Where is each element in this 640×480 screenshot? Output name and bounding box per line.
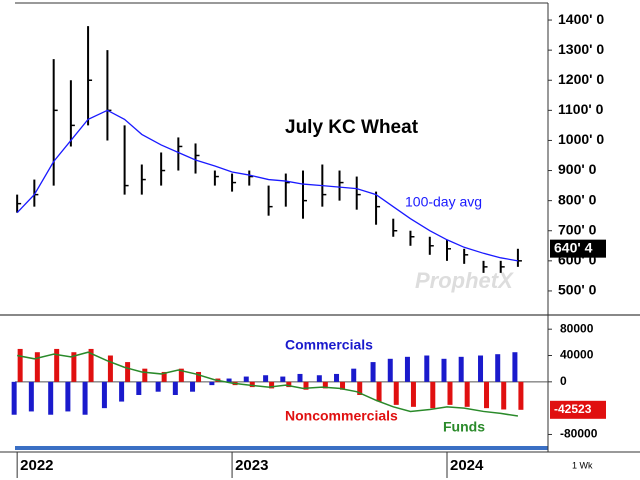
position-bar	[286, 381, 292, 388]
position-bar	[430, 381, 436, 409]
position-bar	[155, 381, 161, 392]
position-bar	[196, 371, 202, 382]
position-bar	[376, 381, 382, 402]
period-label: 1 Wk	[572, 460, 593, 470]
funds-line	[17, 351, 519, 417]
position-bar	[410, 381, 416, 407]
position-bar	[424, 355, 430, 382]
position-bar	[48, 381, 54, 415]
position-bar	[82, 381, 88, 415]
position-bar	[334, 373, 340, 382]
position-bar	[447, 381, 453, 405]
position-bar	[484, 381, 490, 409]
position-bar	[495, 354, 501, 382]
position-bar	[441, 358, 447, 382]
position-bar	[280, 376, 286, 382]
position-bar	[501, 381, 507, 410]
y-tick-label: 1400' 0	[558, 11, 604, 27]
position-bar	[387, 358, 393, 382]
position-bar	[88, 348, 94, 382]
position-bar	[119, 381, 125, 402]
position-bar	[322, 381, 328, 389]
position-bar	[190, 381, 196, 392]
legend-label: Noncommercials	[285, 408, 398, 424]
position-bar	[249, 381, 255, 388]
watermark: ProphetX	[415, 268, 514, 293]
time-strip	[15, 446, 548, 450]
last-value-box	[550, 239, 606, 258]
legend-label: Commercials	[285, 337, 373, 353]
position-bar	[370, 362, 376, 382]
y-tick-label: 800' 0	[558, 191, 597, 207]
legend-label: Funds	[443, 419, 485, 435]
position-bar	[351, 368, 357, 382]
position-bar	[28, 381, 34, 412]
position-bar	[136, 381, 142, 395]
last-value-label: -42523	[554, 402, 592, 416]
chart-title: July KC Wheat	[285, 117, 419, 138]
position-bar	[142, 368, 148, 382]
y-tick-label: 900' 0	[558, 161, 597, 177]
position-bar	[393, 381, 399, 405]
position-bar	[11, 381, 17, 415]
position-bar	[178, 368, 184, 382]
position-bar	[316, 375, 322, 382]
position-bar	[458, 356, 464, 382]
last-value-label: 640' 4	[554, 239, 593, 255]
position-bar	[478, 355, 484, 382]
position-bar	[17, 348, 23, 382]
x-tick-label: 2022	[20, 457, 53, 474]
position-bar	[303, 381, 309, 390]
position-bar	[54, 348, 60, 382]
position-bar	[243, 376, 249, 382]
y-tick-label: 700' 0	[558, 221, 597, 237]
y-tick-label: 1200' 0	[558, 71, 604, 87]
position-bar	[65, 381, 71, 412]
x-tick-label: 2024	[450, 457, 484, 474]
position-bar	[209, 381, 215, 386]
y-tick-label: 40000	[560, 348, 594, 362]
y-tick-label: 1000' 0	[558, 131, 604, 147]
position-bar	[512, 352, 518, 382]
position-bar	[404, 356, 410, 382]
position-bar	[518, 381, 524, 410]
average-line	[16, 109, 519, 262]
position-bar	[226, 378, 232, 382]
y-tick-label: 1100' 0	[558, 101, 604, 117]
y-tick-label: -80000	[560, 427, 598, 441]
position-bar	[340, 381, 346, 390]
position-bar	[172, 381, 178, 395]
y-tick-label: 1300' 0	[558, 41, 604, 57]
y-tick-label: 500' 0	[558, 282, 597, 298]
position-bar	[34, 352, 40, 382]
position-bar	[71, 352, 77, 382]
position-bar	[269, 381, 275, 389]
position-bar	[263, 375, 269, 382]
position-bar	[357, 381, 363, 395]
y-tick-label: 0	[560, 374, 567, 388]
average-label: 100-day avg	[405, 194, 482, 210]
position-bar	[161, 371, 167, 382]
position-bar	[125, 362, 131, 382]
position-bar	[101, 381, 107, 409]
y-tick-label: 80000	[560, 321, 594, 335]
position-bar	[107, 355, 113, 382]
position-bar	[464, 381, 470, 407]
x-tick-label: 2023	[235, 457, 268, 474]
position-bar	[297, 373, 303, 382]
last-value-box	[550, 400, 606, 419]
